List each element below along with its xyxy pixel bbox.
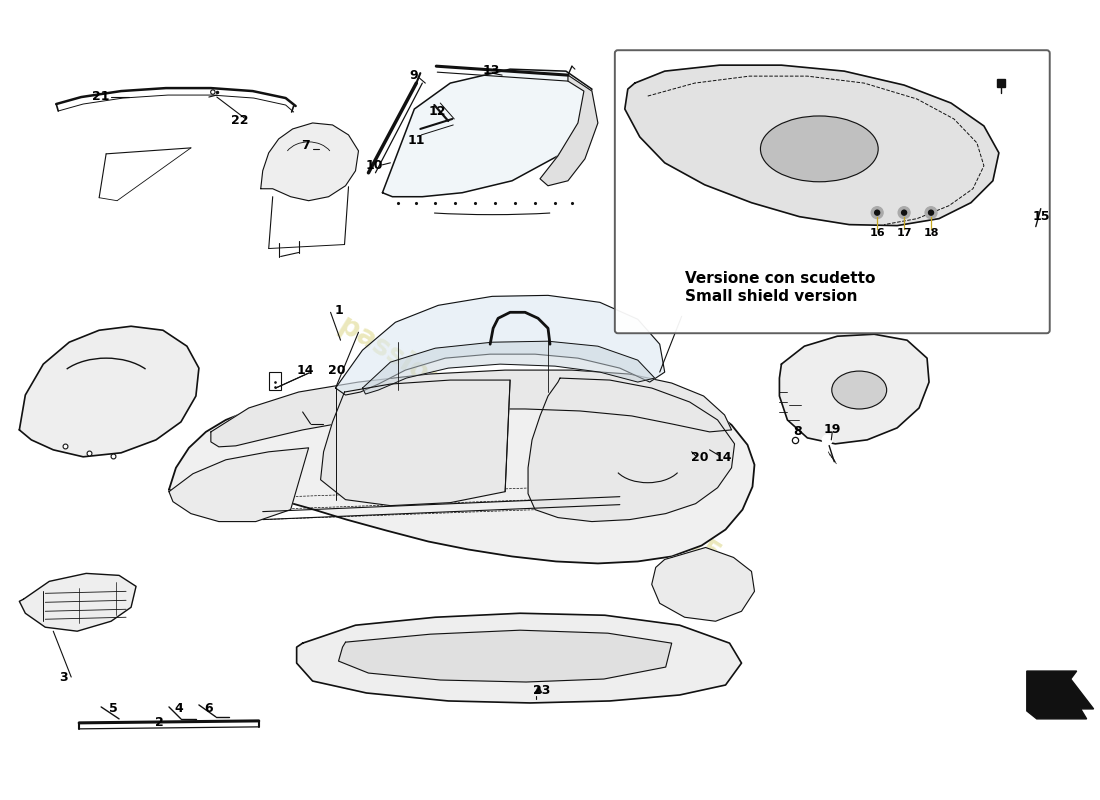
Text: 12: 12	[429, 105, 446, 118]
Text: 8: 8	[793, 426, 802, 438]
Text: 23: 23	[534, 685, 551, 698]
Polygon shape	[339, 630, 672, 682]
Circle shape	[871, 206, 883, 218]
Text: Small shield version: Small shield version	[684, 289, 857, 304]
Polygon shape	[336, 295, 664, 395]
Polygon shape	[363, 342, 654, 394]
Text: 9: 9	[409, 69, 418, 82]
Polygon shape	[625, 65, 999, 226]
Text: passion for parts since 1985: passion for parts since 1985	[334, 310, 726, 570]
Polygon shape	[261, 123, 359, 201]
Text: 4: 4	[175, 702, 184, 715]
Polygon shape	[297, 614, 741, 703]
Circle shape	[898, 206, 910, 218]
Ellipse shape	[760, 116, 878, 182]
Text: 16: 16	[869, 227, 886, 238]
Text: 13: 13	[483, 64, 499, 77]
Polygon shape	[651, 547, 755, 622]
Text: 20: 20	[328, 364, 345, 377]
FancyBboxPatch shape	[615, 50, 1049, 334]
Polygon shape	[211, 370, 732, 447]
Polygon shape	[169, 448, 309, 522]
Text: 10: 10	[365, 159, 383, 172]
Polygon shape	[383, 69, 592, 197]
Text: 22: 22	[231, 114, 249, 127]
Circle shape	[823, 435, 833, 445]
Text: 18: 18	[923, 227, 938, 238]
Text: 1: 1	[334, 304, 343, 317]
Polygon shape	[528, 378, 735, 522]
Circle shape	[902, 210, 906, 215]
Ellipse shape	[832, 371, 887, 409]
FancyBboxPatch shape	[268, 372, 280, 390]
Text: 5: 5	[109, 702, 118, 715]
Circle shape	[874, 210, 880, 215]
Polygon shape	[20, 326, 199, 457]
Polygon shape	[1026, 671, 1093, 719]
Text: 21: 21	[92, 90, 110, 102]
Circle shape	[1037, 205, 1045, 213]
Polygon shape	[169, 378, 755, 563]
Polygon shape	[20, 574, 136, 631]
Text: 20: 20	[691, 451, 708, 464]
Text: 19: 19	[824, 423, 842, 436]
Text: Versione con scudetto: Versione con scudetto	[684, 271, 875, 286]
Text: 17: 17	[896, 227, 912, 238]
Text: 14: 14	[297, 364, 315, 377]
Circle shape	[925, 206, 937, 218]
Text: 15: 15	[1033, 210, 1050, 223]
Text: 2: 2	[155, 716, 164, 730]
Polygon shape	[540, 75, 598, 186]
Polygon shape	[780, 334, 930, 444]
Text: 14: 14	[715, 451, 733, 464]
Text: 7: 7	[301, 139, 310, 152]
Text: 3: 3	[59, 670, 67, 683]
Text: 11: 11	[408, 134, 425, 147]
Circle shape	[928, 210, 934, 215]
Polygon shape	[320, 380, 510, 506]
Text: 6: 6	[205, 702, 213, 715]
